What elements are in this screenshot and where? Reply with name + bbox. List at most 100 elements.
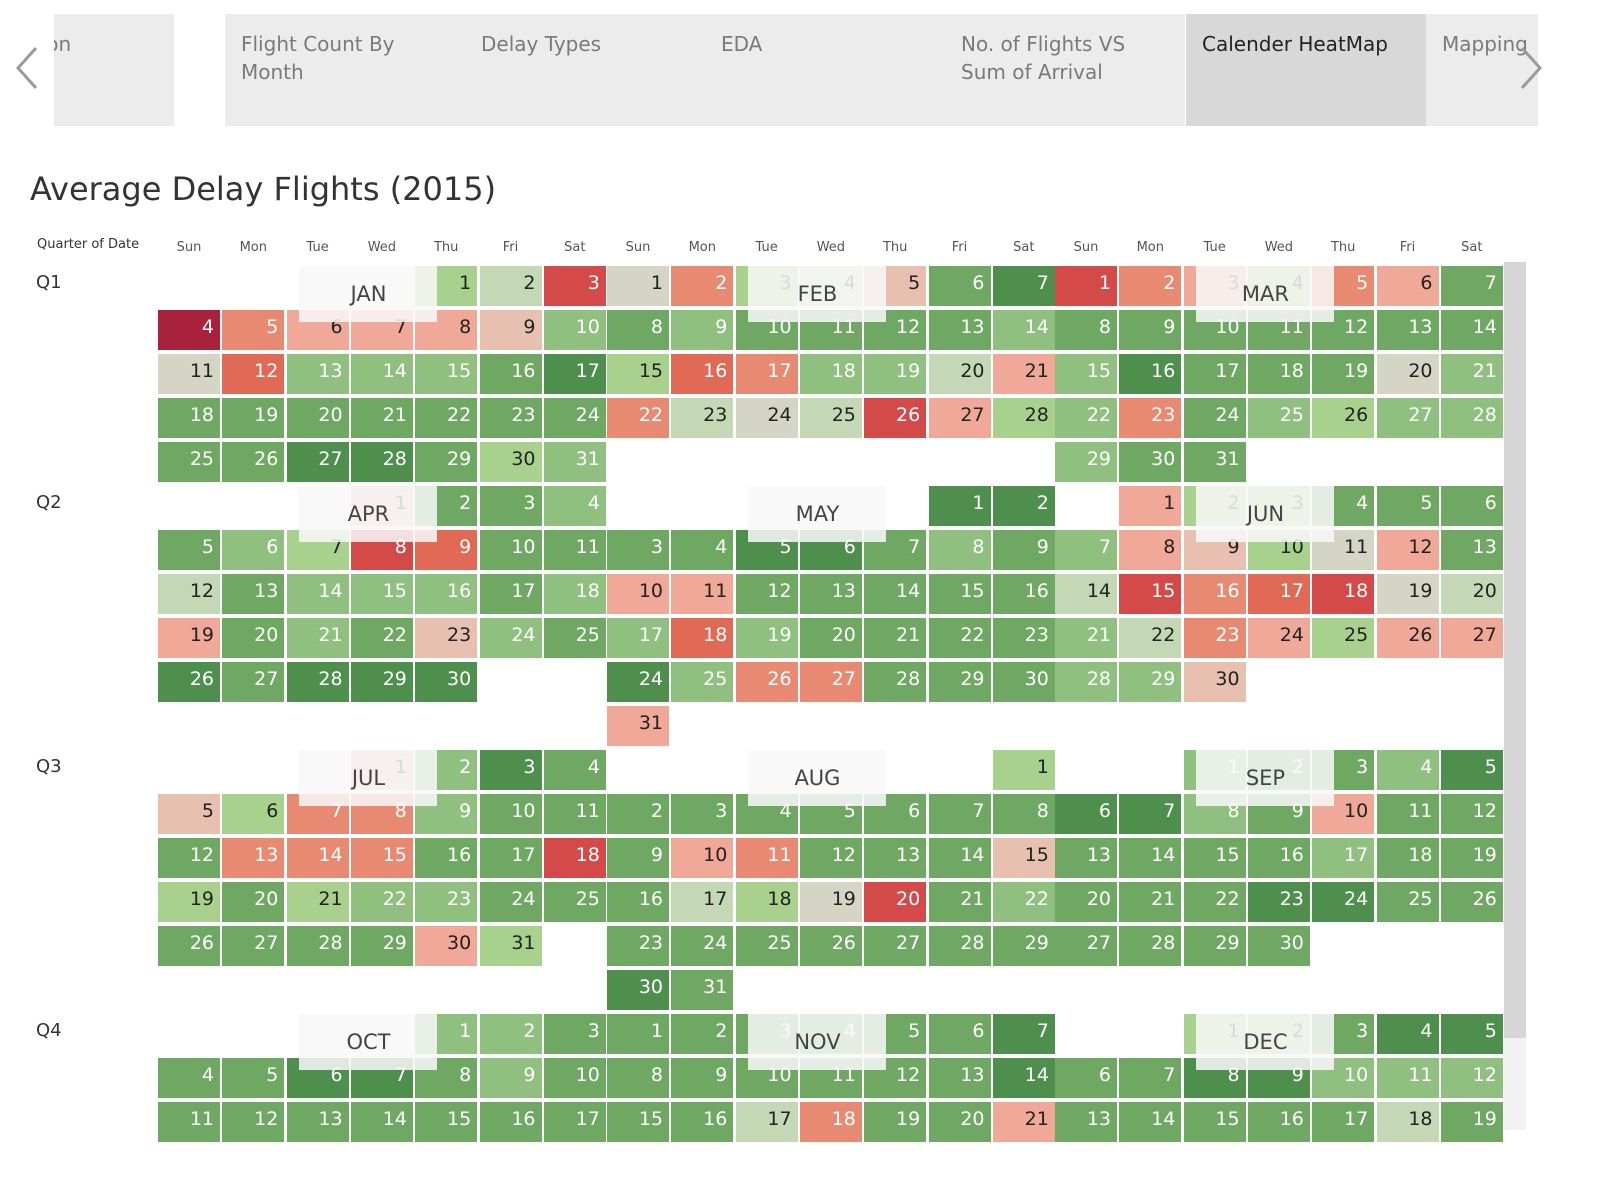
day-cell[interactable]: 31 <box>543 442 606 482</box>
day-cell[interactable]: 22 <box>607 398 669 438</box>
day-cell[interactable]: 15 <box>1183 1102 1246 1142</box>
day-cell[interactable]: 23 <box>1247 882 1310 922</box>
day-cell[interactable]: 23 <box>992 618 1055 658</box>
day-cell[interactable]: 18 <box>1376 1102 1439 1142</box>
day-cell[interactable]: 25 <box>671 662 734 702</box>
day-cell[interactable]: 25 <box>543 882 606 922</box>
day-cell[interactable]: 23 <box>1183 618 1246 658</box>
day-cell[interactable]: 14 <box>1119 838 1182 878</box>
day-cell[interactable]: 24 <box>479 882 542 922</box>
day-cell[interactable]: 6 <box>1055 1058 1117 1098</box>
day-cell[interactable]: 2 <box>1119 266 1182 306</box>
day-cell[interactable]: 24 <box>1247 618 1310 658</box>
day-cell[interactable]: 19 <box>864 354 927 394</box>
day-cell[interactable]: 18 <box>543 574 606 614</box>
day-cell[interactable]: 14 <box>1119 1102 1182 1142</box>
day-cell[interactable]: 23 <box>607 926 669 966</box>
scrollbar-thumb[interactable] <box>1504 262 1526 1038</box>
day-cell[interactable]: 20 <box>1440 574 1503 614</box>
day-cell[interactable]: 26 <box>864 398 927 438</box>
day-cell[interactable]: 2 <box>992 486 1055 526</box>
day-cell[interactable]: 25 <box>543 618 606 658</box>
day-cell[interactable]: 15 <box>607 354 669 394</box>
day-cell[interactable]: 7 <box>928 794 991 834</box>
day-cell[interactable]: 23 <box>479 398 542 438</box>
day-cell[interactable]: 10 <box>479 794 542 834</box>
day-cell[interactable]: 20 <box>799 618 862 658</box>
day-cell[interactable]: 24 <box>607 662 669 702</box>
day-cell[interactable]: 10 <box>479 530 542 570</box>
day-cell[interactable]: 17 <box>1247 574 1310 614</box>
day-cell[interactable]: 13 <box>1055 838 1117 878</box>
day-cell[interactable]: 18 <box>799 1102 862 1142</box>
day-cell[interactable]: 24 <box>735 398 798 438</box>
day-cell[interactable]: 28 <box>864 662 927 702</box>
day-cell[interactable]: 19 <box>799 882 862 922</box>
day-cell[interactable]: 4 <box>671 530 734 570</box>
day-cell[interactable]: 12 <box>1440 1058 1503 1098</box>
day-cell[interactable]: 6 <box>222 530 285 570</box>
day-cell[interactable]: 27 <box>222 662 285 702</box>
day-cell[interactable]: 21 <box>1119 882 1182 922</box>
day-cell[interactable]: 30 <box>479 442 542 482</box>
day-cell[interactable]: 9 <box>671 310 734 350</box>
day-cell[interactable]: 15 <box>350 574 413 614</box>
day-cell[interactable]: 26 <box>1440 882 1503 922</box>
day-cell[interactable]: 11 <box>543 794 606 834</box>
day-cell[interactable]: 9 <box>1119 310 1182 350</box>
day-cell[interactable]: 29 <box>350 662 413 702</box>
day-cell[interactable]: 16 <box>671 1102 734 1142</box>
day-cell[interactable]: 14 <box>992 310 1055 350</box>
day-cell[interactable]: 21 <box>992 354 1055 394</box>
day-cell[interactable]: 4 <box>543 486 606 526</box>
day-cell[interactable]: 21 <box>350 398 413 438</box>
day-cell[interactable]: 11 <box>1376 794 1439 834</box>
day-cell[interactable]: 15 <box>928 574 991 614</box>
day-cell[interactable]: 23 <box>415 882 478 922</box>
day-cell[interactable]: 10 <box>543 310 606 350</box>
day-cell[interactable]: 7 <box>1119 794 1182 834</box>
day-cell[interactable]: 4 <box>158 310 220 350</box>
day-cell[interactable]: 24 <box>1183 398 1246 438</box>
day-cell[interactable]: 13 <box>799 574 862 614</box>
day-cell[interactable]: 16 <box>1247 838 1310 878</box>
day-cell[interactable]: 31 <box>1183 442 1246 482</box>
day-cell[interactable]: 23 <box>415 618 478 658</box>
day-cell[interactable]: 16 <box>671 354 734 394</box>
day-cell[interactable]: 18 <box>671 618 734 658</box>
day-cell[interactable]: 22 <box>1055 398 1117 438</box>
day-cell[interactable]: 22 <box>350 882 413 922</box>
day-cell[interactable]: 1 <box>1055 266 1117 306</box>
day-cell[interactable]: 28 <box>1440 398 1503 438</box>
day-cell[interactable]: 19 <box>222 398 285 438</box>
day-cell[interactable]: 28 <box>286 662 349 702</box>
day-cell[interactable]: 23 <box>1119 398 1182 438</box>
day-cell[interactable]: 19 <box>158 618 220 658</box>
day-cell[interactable]: 1 <box>607 266 669 306</box>
day-cell[interactable]: 11 <box>735 838 798 878</box>
day-cell[interactable]: 31 <box>607 706 669 746</box>
day-cell[interactable]: 19 <box>1440 1102 1503 1142</box>
day-cell[interactable]: 4 <box>1376 1014 1439 1054</box>
day-cell[interactable]: 30 <box>992 662 1055 702</box>
day-cell[interactable]: 16 <box>1183 574 1246 614</box>
day-cell[interactable]: 23 <box>671 398 734 438</box>
day-cell[interactable]: 7 <box>992 266 1055 306</box>
day-cell[interactable]: 10 <box>671 838 734 878</box>
day-cell[interactable]: 16 <box>1247 1102 1310 1142</box>
tab-mapping[interactable]: Mapping <box>1426 14 1538 126</box>
tab-calender-heatmap[interactable]: Calender HeatMap <box>1186 14 1426 126</box>
day-cell[interactable]: 14 <box>992 1058 1055 1098</box>
day-cell[interactable]: 17 <box>1312 838 1375 878</box>
day-cell[interactable]: 28 <box>286 926 349 966</box>
day-cell[interactable]: 12 <box>158 838 220 878</box>
day-cell[interactable]: 22 <box>1183 882 1246 922</box>
day-cell[interactable]: 18 <box>543 838 606 878</box>
day-cell[interactable]: 1 <box>1119 486 1182 526</box>
day-cell[interactable]: 27 <box>799 662 862 702</box>
day-cell[interactable]: 31 <box>479 926 542 966</box>
day-cell[interactable]: 26 <box>799 926 862 966</box>
day-cell[interactable]: 8 <box>992 794 1055 834</box>
day-cell[interactable]: 17 <box>735 354 798 394</box>
day-cell[interactable]: 29 <box>1055 442 1117 482</box>
